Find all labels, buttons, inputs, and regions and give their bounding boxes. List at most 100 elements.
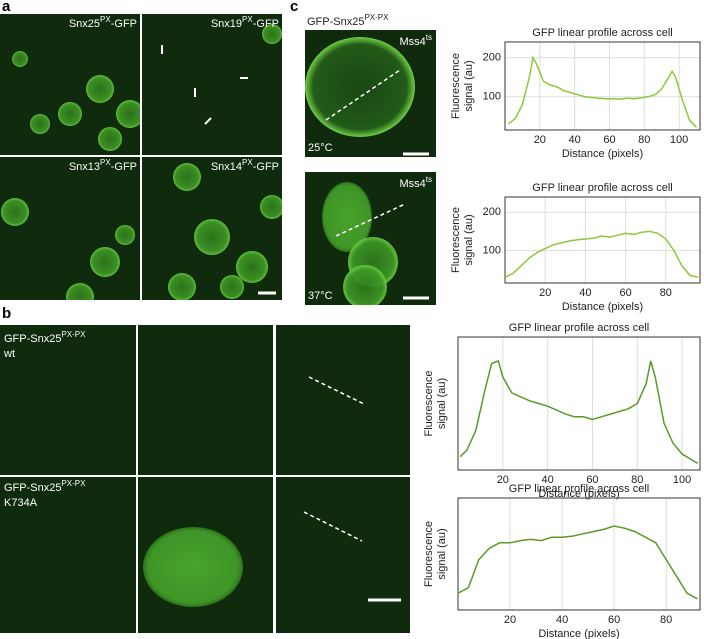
x-tick-label: 80 — [631, 474, 643, 486]
image-background — [0, 477, 136, 633]
label-sup: PX-PX — [364, 13, 389, 22]
image-label: GFP-Snx25PX-PX — [307, 13, 389, 28]
y-axis-label: signal (au) — [436, 528, 448, 579]
label-rest: -GFP — [253, 18, 279, 30]
plot-frame — [457, 497, 701, 611]
micrograph — [138, 477, 273, 633]
x-tick-label: 20 — [504, 614, 516, 626]
y-tick-label: 200 — [483, 206, 501, 218]
y-tick-label: 100 — [483, 244, 501, 256]
cell — [30, 114, 50, 134]
image-label: Mss4ts — [399, 175, 432, 190]
y-axis-label: Fluorescence — [423, 521, 435, 587]
micrograph — [0, 325, 136, 475]
label-sup: ts — [426, 33, 432, 42]
x-axis-label: Distance (pixels) — [562, 301, 643, 313]
cell — [12, 51, 28, 67]
x-tick-label: 100 — [670, 134, 688, 146]
label-sup: PX — [100, 158, 111, 167]
image-background — [142, 14, 282, 155]
x-tick-label: 40 — [542, 474, 554, 486]
micrograph — [0, 477, 136, 633]
micrograph — [276, 477, 410, 633]
arrow — [204, 117, 212, 125]
cell — [66, 283, 94, 300]
cell — [236, 251, 268, 283]
cell — [194, 219, 230, 255]
micrograph — [142, 157, 282, 300]
temperature: 37°C — [308, 290, 333, 302]
y-axis-label: Fluorescence — [450, 53, 462, 119]
cells — [305, 37, 415, 137]
plot-frame — [504, 41, 701, 131]
cell — [322, 182, 372, 252]
profile-line — [303, 511, 363, 542]
cell — [115, 225, 135, 245]
micrograph — [142, 14, 282, 155]
cell — [1, 198, 29, 226]
y-tick-label: 200 — [483, 52, 501, 64]
x-tick-label: 80 — [660, 287, 672, 299]
label-rest: -GFP — [111, 18, 137, 30]
label-sup: ts — [426, 175, 432, 184]
label-base: GFP-Snx25 — [4, 333, 61, 345]
plot-frame — [457, 336, 701, 471]
plot-frame — [504, 196, 701, 284]
image-label: Snx25PX-GFP — [69, 15, 137, 30]
cell — [220, 275, 244, 299]
x-tick-label: 40 — [579, 287, 591, 299]
profile-line — [504, 230, 699, 279]
x-axis-label: Distance (pixels) — [538, 628, 619, 639]
genotype: K734A — [4, 497, 38, 509]
y-axis-label: signal (au) — [463, 214, 475, 265]
image-background — [138, 325, 273, 475]
label-base: Mss4 — [399, 36, 425, 48]
micrograph — [0, 14, 140, 155]
cells — [1, 198, 135, 300]
cell — [116, 100, 140, 128]
y-axis-label: signal (au) — [436, 378, 448, 429]
y-axis-label: Fluorescence — [423, 370, 435, 436]
cell — [58, 102, 82, 126]
profile-line — [457, 525, 698, 600]
image-background — [276, 325, 410, 475]
chart-title: GFP linear profile across cell — [532, 27, 672, 39]
cells — [143, 527, 243, 607]
x-tick-label: 40 — [569, 134, 581, 146]
label-base: Snx19 — [211, 18, 242, 30]
y-axis-label: Fluorescence — [450, 207, 462, 273]
micrograph — [276, 325, 410, 475]
image-label: GFP-Snx25PX-PX — [4, 330, 86, 345]
cell — [173, 163, 201, 191]
y-tick-label: 100 — [483, 91, 501, 103]
cell — [143, 527, 243, 607]
cell — [260, 195, 282, 219]
label-base: Mss4 — [399, 178, 425, 190]
label-base: GFP-Snx25 — [4, 482, 61, 494]
x-tick-label: 100 — [673, 474, 691, 486]
cell — [168, 273, 196, 300]
line-chart: GFP linear profile across cell 20 40 60 80 Di… — [423, 483, 701, 639]
charts: GFP linear profile across cell 20 40 60 80 10… — [423, 27, 701, 639]
x-tick-label: 60 — [603, 134, 615, 146]
cell — [305, 37, 415, 137]
label-base: Snx25 — [69, 18, 100, 30]
cell — [86, 75, 114, 103]
profile-line — [335, 203, 406, 237]
image-label: GFP-Snx25PX-PX — [4, 479, 86, 494]
cells — [168, 163, 282, 300]
cell — [343, 265, 387, 305]
image-label: Snx19PX-GFP — [211, 15, 279, 30]
image-background — [276, 477, 410, 633]
label-rest: -GFP — [111, 161, 137, 173]
micrograph — [305, 30, 436, 157]
profile-line — [459, 359, 699, 465]
x-tick-label: 20 — [534, 134, 546, 146]
profile-line — [325, 69, 401, 121]
micrograph — [0, 157, 140, 300]
image-label: Mss4ts — [399, 33, 432, 48]
